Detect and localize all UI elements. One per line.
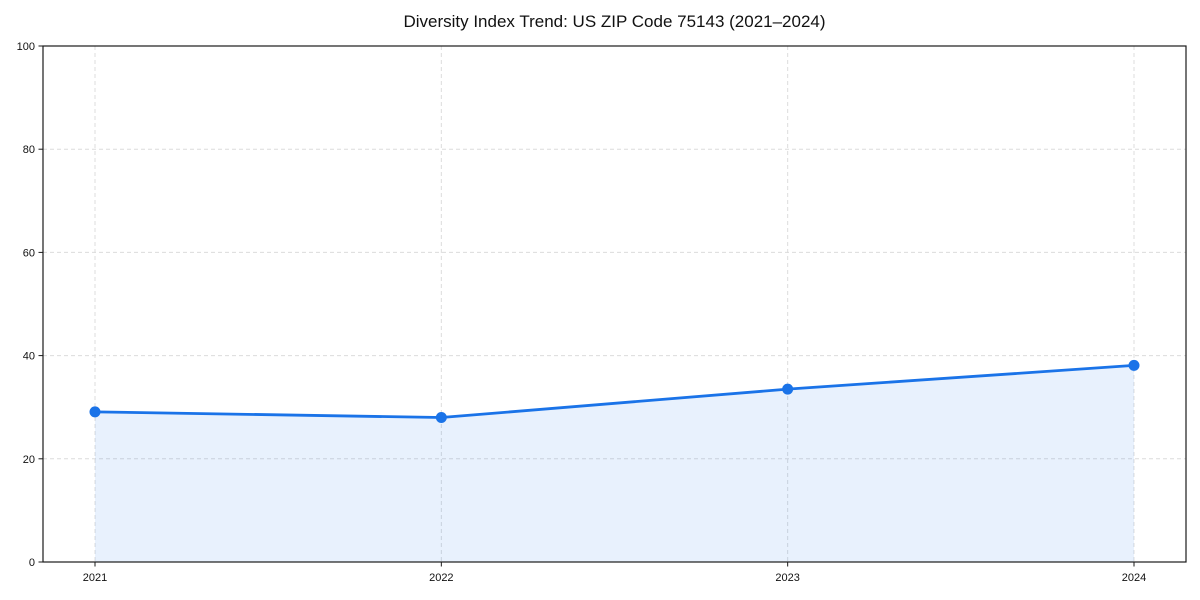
trend-line	[93, 364, 1136, 419]
data-point-2023	[782, 383, 794, 395]
y-tick-label: 80	[23, 144, 35, 156]
y-tick-label: 20	[23, 454, 35, 466]
x-tick-label: 2022	[429, 572, 453, 584]
data-point-2022	[435, 412, 447, 424]
y-tick-label: 40	[23, 351, 35, 363]
x-tick-label: 2024	[1122, 572, 1146, 584]
data-point-2021	[89, 406, 101, 418]
y-tick-label: 100	[17, 41, 35, 53]
x-tick-label: 2021	[83, 572, 107, 584]
data-point-2024	[1128, 359, 1140, 371]
axis-frame	[42, 45, 1187, 563]
y-tick-label: 0	[29, 557, 35, 569]
x-tick-label: 2023	[775, 572, 799, 584]
chart-title: Diversity Index Trend: US ZIP Code 75143…	[403, 12, 826, 31]
area-fill	[95, 365, 1134, 562]
y-tick-label: 60	[23, 247, 35, 259]
